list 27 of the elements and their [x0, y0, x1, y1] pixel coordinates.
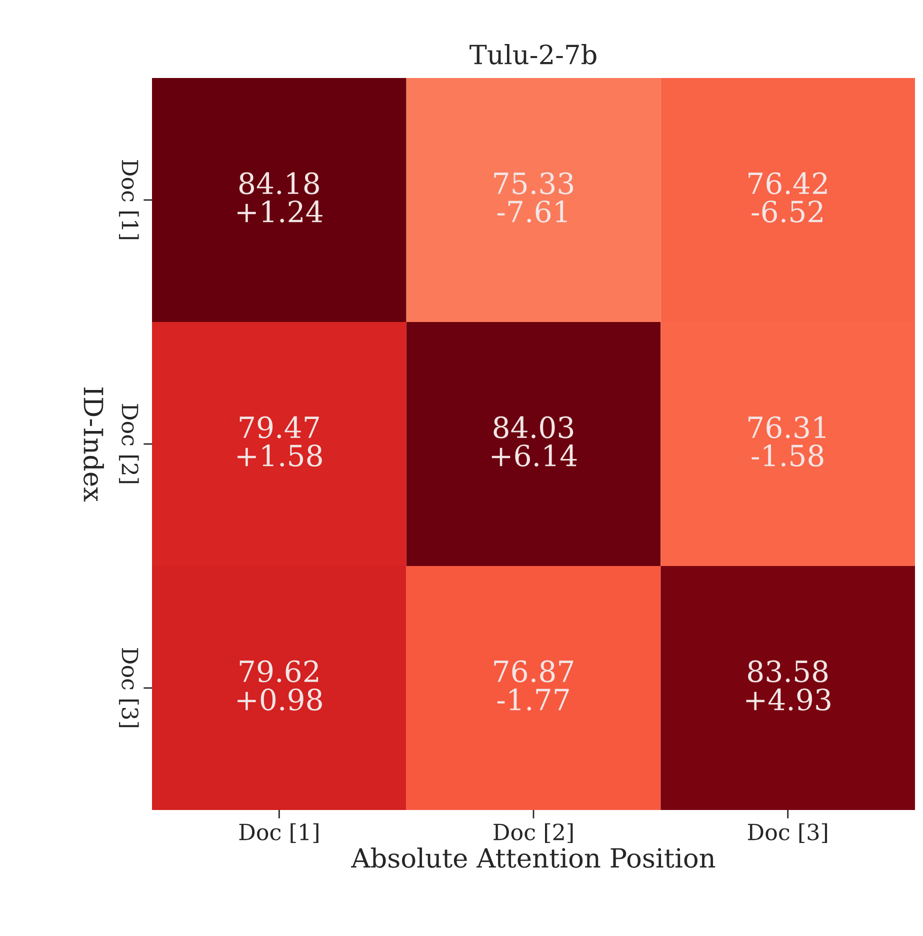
- x-tick-label: Doc [1]: [239, 823, 318, 844]
- data-label: 76.42: [748, 172, 827, 194]
- x-tick-label: Doc [2]: [494, 823, 573, 844]
- annotation: +1.24: [238, 200, 322, 223]
- data-label: 84.03: [494, 416, 574, 438]
- annotation: -1.58: [752, 444, 824, 467]
- x-tick-label: Doc [3]: [748, 823, 828, 844]
- annotation: +0.98: [238, 688, 322, 711]
- y-tick-label: Doc [3]: [118, 648, 139, 728]
- data-label: 79.62: [240, 660, 318, 682]
- y-axis-title: ID-Index: [84, 388, 104, 502]
- data-label: 75.33: [494, 172, 574, 194]
- annotation: -1.77: [497, 688, 569, 711]
- data-label: 83.58: [748, 660, 828, 682]
- x-axis-title: Absolute Attention Position: [351, 847, 716, 868]
- annotation: -7.61: [497, 200, 567, 223]
- annotation: +6.14: [492, 444, 577, 467]
- data-label: 76.31: [748, 416, 826, 438]
- annotation: -6.52: [752, 200, 822, 223]
- data-label: 76.87: [494, 660, 574, 682]
- annotation: +1.58: [238, 444, 322, 467]
- chart-title: Tulu-2-7b: [470, 44, 596, 64]
- y-tick-label: Doc [2]: [118, 404, 139, 484]
- data-label: 79.47: [240, 416, 319, 438]
- data-label: 84.18: [239, 172, 319, 194]
- annotation: +4.93: [746, 688, 830, 711]
- y-tick-label: Doc [1]: [118, 160, 139, 240]
